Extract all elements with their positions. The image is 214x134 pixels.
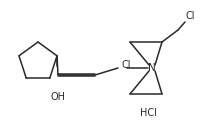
- Text: OH: OH: [51, 92, 65, 102]
- Text: HCl: HCl: [140, 108, 156, 118]
- Text: N: N: [148, 63, 156, 73]
- Text: Cl: Cl: [186, 11, 196, 21]
- Text: Cl: Cl: [122, 60, 131, 70]
